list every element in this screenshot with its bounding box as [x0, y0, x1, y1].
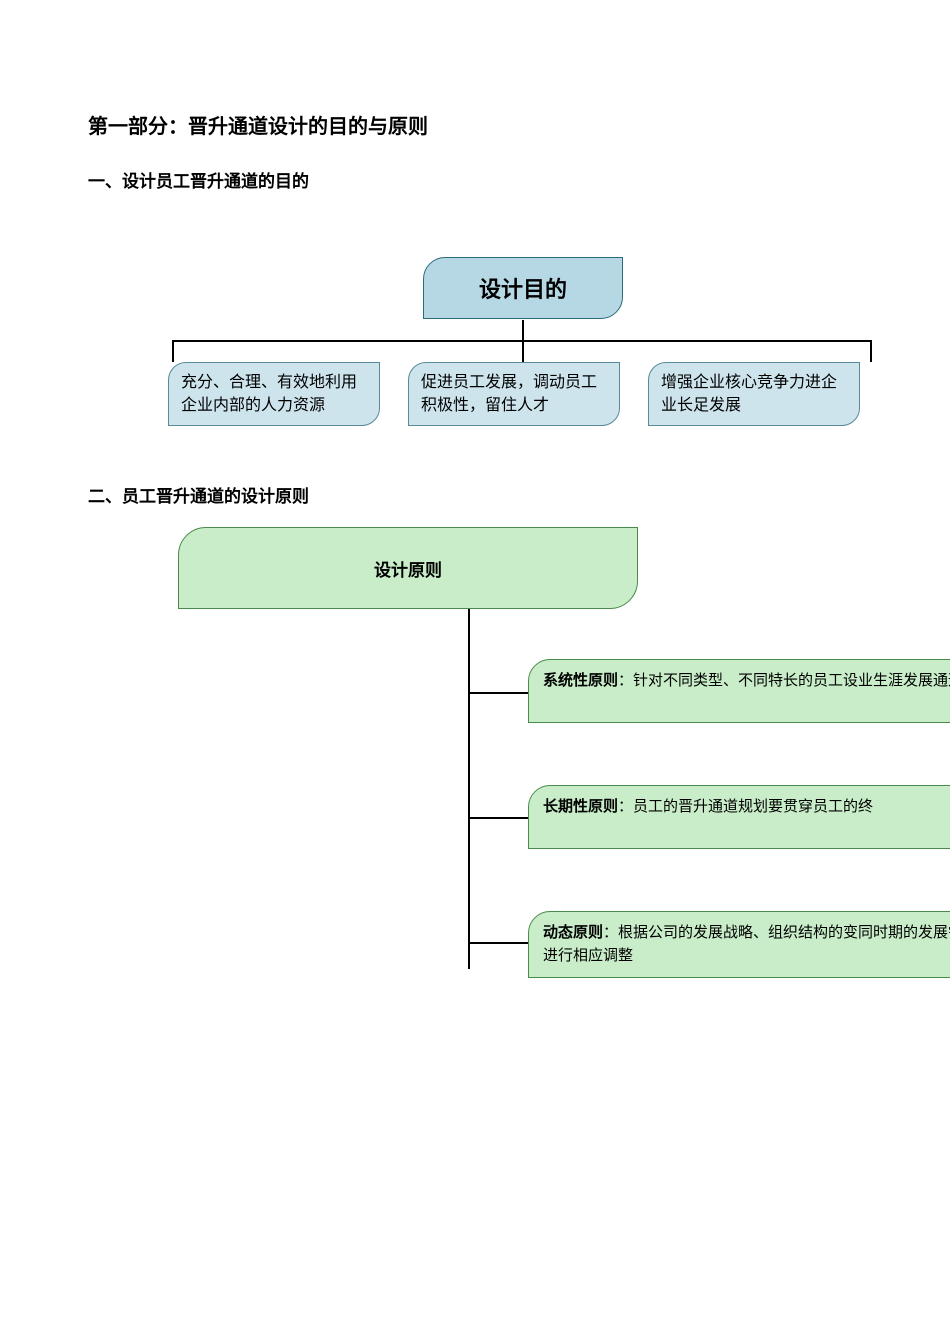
principle-item-title: 长期性原则	[543, 798, 618, 815]
principle-item-node: 长期性原则：员工的晋升通道规划要贯穿员工的终	[528, 785, 950, 849]
part1-heading: 一、设计员工晋升通道的目的	[88, 167, 950, 192]
part2-heading: 二、员工晋升通道的设计原则	[88, 482, 950, 507]
connector-line	[468, 692, 528, 694]
principle-item-title: 系统性原则	[543, 672, 618, 689]
connector-line	[468, 609, 470, 969]
connector-line	[468, 942, 528, 944]
principle-item-node: 系统性原则：针对不同类型、不同特长的员工设业生涯发展通道	[528, 659, 950, 723]
principles-root-node: 设计原则	[178, 527, 638, 609]
purpose-diagram: 设计目的 充分、合理、有效地利用企业内部的人力资源 促进员工发展，调动员工积极性…	[168, 212, 950, 442]
purpose-child-node: 增强企业核心竞争力进企业长足发展	[648, 362, 860, 426]
document-page: 第一部分：晋升通道设计的目的与原则 一、设计员工晋升通道的目的 设计目的 充分、…	[0, 0, 950, 1047]
purpose-children-row: 充分、合理、有效地利用企业内部的人力资源 促进员工发展，调动员工积极性，留住人才…	[168, 362, 950, 426]
purpose-root-node: 设计目的	[423, 257, 623, 319]
principle-item-title: 动态原则	[543, 924, 603, 941]
section-title: 第一部分：晋升通道设计的目的与原则	[88, 110, 950, 139]
principle-item-node: 动态原则：根据公司的发展战略、组织结构的变同时期的发展需求进行相应调整	[528, 911, 950, 978]
purpose-child-node: 充分、合理、有效地利用企业内部的人力资源	[168, 362, 380, 426]
principle-item-text: ：员工的晋升通道规划要贯穿员工的终	[618, 798, 873, 815]
connector-line	[522, 320, 524, 342]
connector-line	[468, 817, 528, 819]
connector-line	[172, 340, 174, 362]
purpose-child-node: 促进员工发展，调动员工积极性，留住人才	[408, 362, 620, 426]
connector-line	[870, 340, 872, 362]
principle-item-text: ：针对不同类型、不同特长的员工设业生涯发展通道	[618, 672, 950, 689]
principles-diagram: 设计原则 系统性原则：针对不同类型、不同特长的员工设业生涯发展通道 长期性原则：…	[178, 527, 950, 1047]
principle-item-text: ：根据公司的发展战略、组织结构的变同时期的发展需求进行相应调整	[543, 924, 950, 964]
connector-line	[522, 340, 524, 362]
